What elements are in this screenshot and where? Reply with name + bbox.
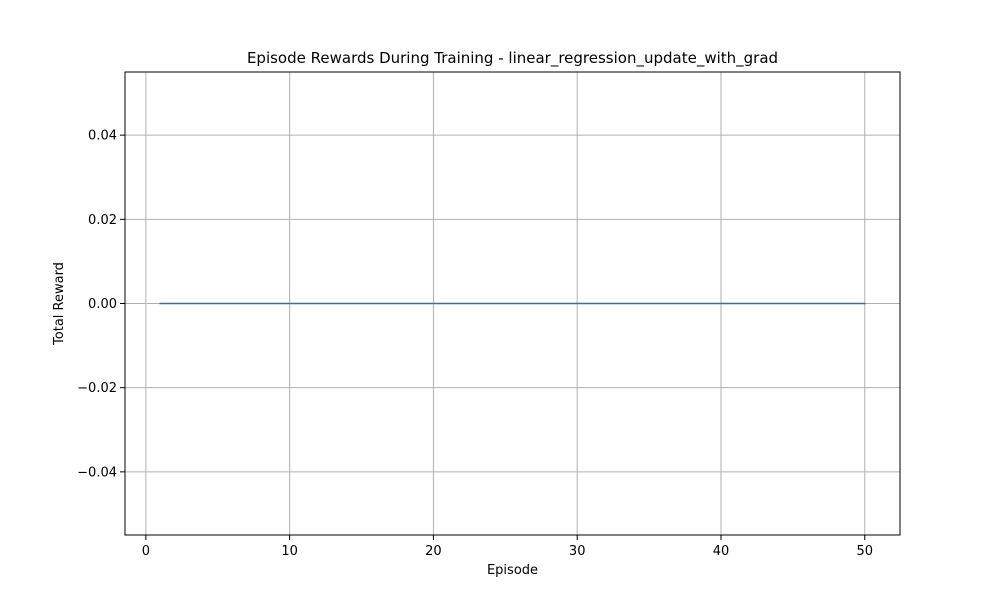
x-tick-label: 30: [569, 544, 586, 559]
y-tick-label: −0.04: [77, 465, 117, 480]
x-tick-label: 0: [142, 544, 150, 559]
y-tick-label: 0.00: [88, 297, 117, 312]
chart-title: Episode Rewards During Training - linear…: [247, 49, 778, 68]
y-axis-label: Total Reward: [52, 262, 67, 346]
x-tick-label: 50: [856, 544, 873, 559]
x-tick-label: 10: [281, 544, 298, 559]
x-tick-label: 20: [425, 544, 442, 559]
x-tick-label: 40: [713, 544, 730, 559]
x-axis-ticks: 0 10 20 30 40 50: [142, 535, 873, 559]
y-tick-label: −0.02: [77, 381, 117, 396]
x-axis-label: Episode: [487, 563, 538, 578]
y-tick-label: 0.02: [88, 213, 117, 228]
y-tick-label: 0.04: [88, 129, 117, 144]
y-axis-ticks: −0.04 −0.02 0.00 0.02 0.04: [77, 129, 125, 480]
